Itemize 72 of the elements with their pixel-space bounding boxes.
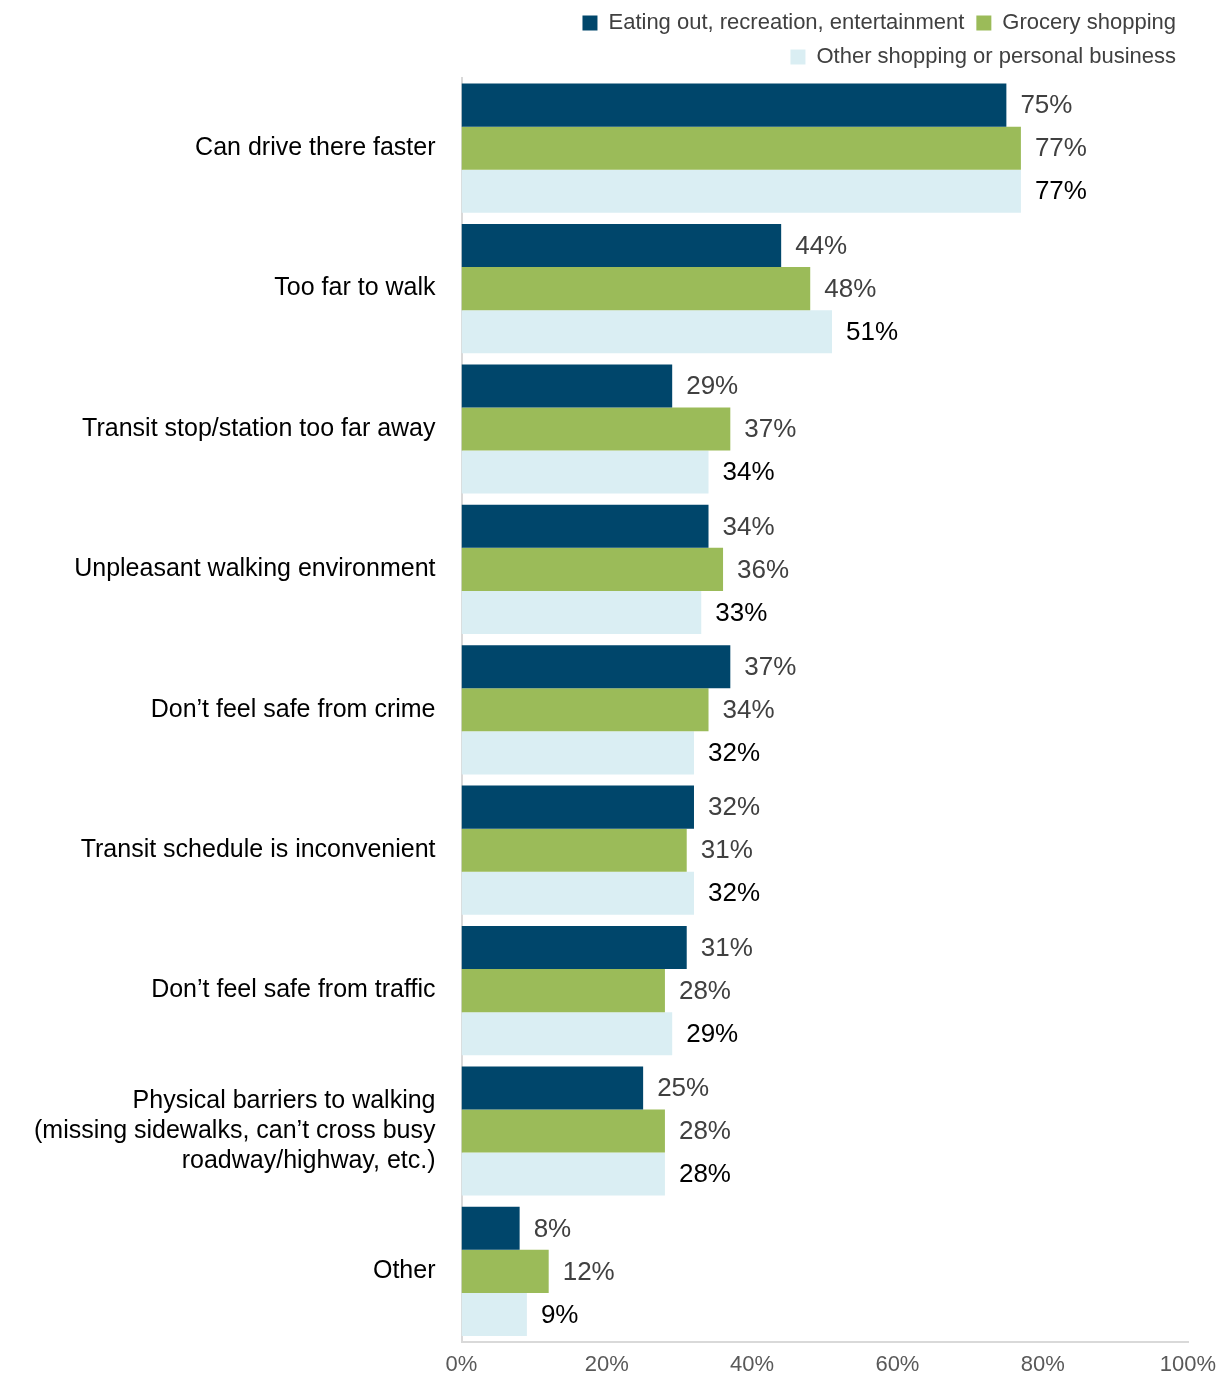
data-label: 28%: [678, 974, 731, 1005]
bar: [461, 310, 833, 354]
data-label: 29%: [686, 370, 739, 401]
x-tick-label: 20%: [584, 1350, 629, 1376]
data-label: 29%: [686, 1017, 739, 1048]
data-label: 9%: [540, 1298, 579, 1329]
data-label: 34%: [722, 456, 775, 487]
data-label: 77%: [1034, 132, 1087, 163]
data-label: 32%: [707, 877, 761, 908]
bar: [461, 688, 709, 732]
bar: [461, 969, 665, 1013]
bar: [461, 547, 724, 591]
data-label: 34%: [722, 693, 775, 724]
bar: [461, 1152, 665, 1196]
x-tick-label: 80%: [1020, 1350, 1065, 1376]
y-tick-label: Physical barriers to walking (missing sidewalks, can’t cross busy roadway/highway, etc.): [34, 1084, 437, 1173]
data-label: 28%: [678, 1115, 731, 1146]
data-label: 12%: [562, 1255, 615, 1286]
x-tick-label: 0%: [445, 1350, 478, 1376]
data-label: 32%: [707, 791, 761, 822]
bar: [461, 364, 673, 408]
data-label: 33%: [715, 596, 768, 627]
data-label: 36%: [737, 553, 790, 584]
data-label: 8%: [533, 1212, 572, 1243]
x-tick-label: 40%: [730, 1350, 775, 1376]
legend-label: Grocery shopping: [1002, 9, 1177, 35]
data-label: 77%: [1034, 175, 1087, 206]
data-label: 32%: [707, 737, 761, 768]
bar: [461, 83, 1007, 127]
data-label: 31%: [700, 834, 753, 865]
data-label: 37%: [744, 413, 797, 444]
bar: [461, 1292, 527, 1336]
y-tick-label: Other: [372, 1255, 436, 1284]
data-label: 75%: [1020, 89, 1073, 120]
y-tick-label: Transit schedule is inconvenient: [80, 834, 436, 863]
data-label: 44%: [795, 229, 848, 260]
legend-label: Eating out, recreation, entertainment: [608, 9, 965, 35]
bar: [461, 645, 731, 689]
bar: [461, 407, 731, 451]
y-tick-label: Can drive there faster: [195, 132, 436, 161]
bar: [461, 1066, 644, 1110]
data-label: 48%: [824, 272, 877, 303]
bar: [461, 590, 702, 634]
bar: [461, 1206, 520, 1250]
y-tick-label: Unpleasant walking environment: [74, 553, 436, 582]
bar: [461, 926, 687, 970]
x-tick-label: 60%: [875, 1350, 920, 1376]
x-tick-label: 100%: [1159, 1350, 1217, 1376]
data-label: 31%: [700, 931, 753, 962]
bar: [461, 267, 811, 311]
bar: [461, 785, 694, 829]
data-label: 25%: [657, 1072, 710, 1103]
y-tick-label: Don’t feel safe from crime: [150, 693, 436, 722]
y-tick-label: Don’t feel safe from traffic: [151, 974, 436, 1003]
data-label: 51%: [846, 315, 899, 346]
bar: [461, 1109, 665, 1153]
bar: [461, 126, 1021, 170]
bar: [461, 828, 687, 872]
bar: [461, 1012, 673, 1056]
y-tick-label: Too far to walk: [274, 272, 437, 301]
bar: [461, 1249, 549, 1293]
data-label: 37%: [744, 650, 797, 681]
bar: [461, 504, 709, 548]
legend-label: Other shopping or personal business: [816, 43, 1177, 69]
bar: [461, 871, 694, 915]
bar: [461, 169, 1021, 213]
data-label: 28%: [678, 1158, 731, 1189]
bar: [461, 731, 694, 775]
data-label: 34%: [722, 510, 775, 541]
y-tick-label: Transit stop/station too far away: [82, 412, 437, 441]
bar: [461, 450, 709, 494]
bar: [461, 224, 782, 268]
